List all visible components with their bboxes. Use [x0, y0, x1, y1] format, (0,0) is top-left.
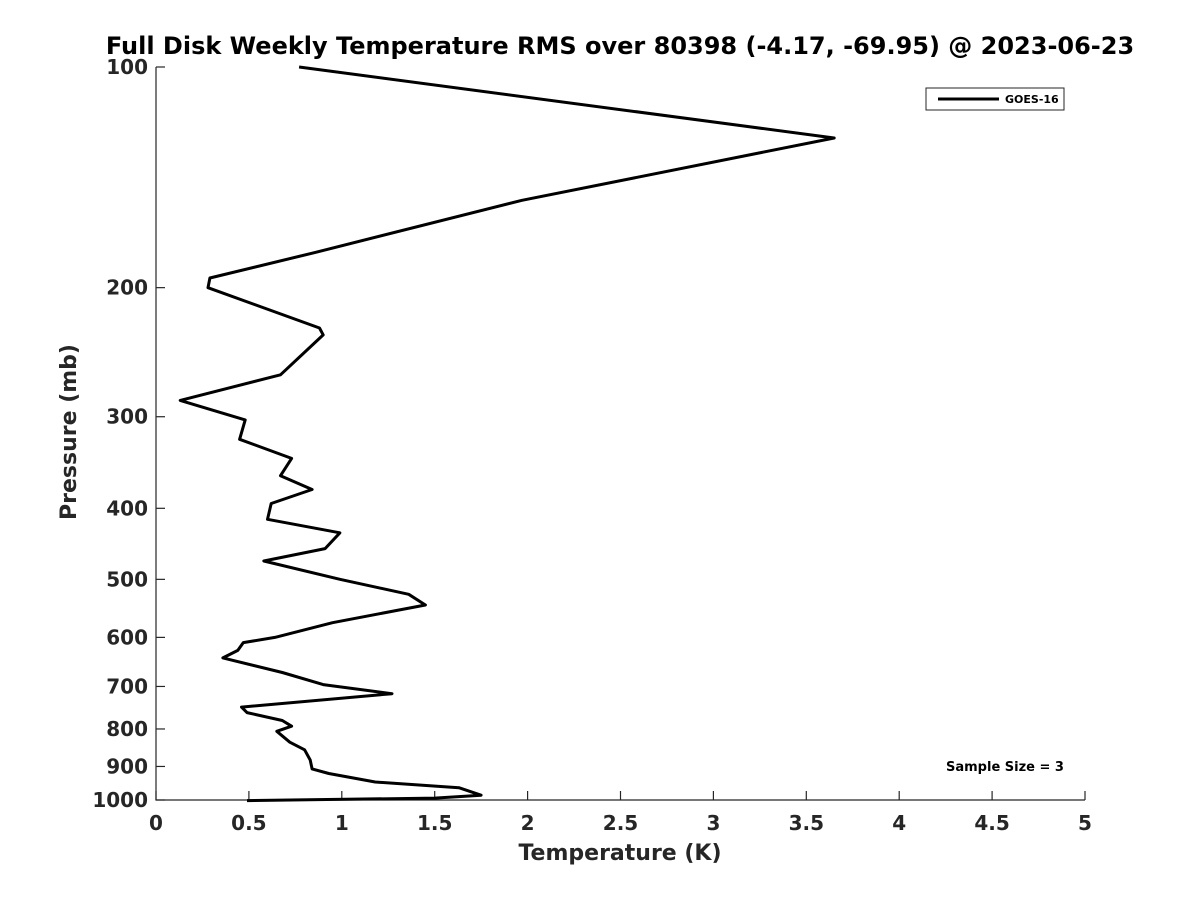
- y-tick-label: 500: [106, 567, 148, 591]
- y-tick-label: 200: [106, 276, 148, 300]
- x-tick-label: 2: [521, 811, 535, 835]
- x-tick-label: 1: [335, 811, 349, 835]
- x-axis-label: Temperature (K): [518, 841, 721, 866]
- y-axis: 100 200 300 400 500 600 700 800 900 1000: [92, 55, 165, 812]
- y-tick-label: 400: [106, 496, 148, 520]
- x-tick-label: 2.5: [603, 811, 638, 835]
- x-tick-label: 4: [892, 811, 906, 835]
- y-tick-label: 300: [106, 405, 148, 429]
- x-tick-label: 1.5: [417, 811, 452, 835]
- y-tick-label: 600: [106, 625, 148, 649]
- y-tick-label: 1000: [92, 788, 148, 812]
- x-tick-label: 3.5: [789, 811, 824, 835]
- y-tick-label: 800: [106, 717, 148, 741]
- y-tick-label: 100: [106, 55, 148, 79]
- x-tick-label: 3: [706, 811, 720, 835]
- plot-area: 0 0.5 1 1.5 2 2.5 3 3.5 4 4.5 5 100 200 300 400 500 600…: [92, 55, 1092, 835]
- series-line-goes-16: [178, 65, 836, 803]
- x-axis: 0 0.5 1 1.5 2 2.5 3 3.5 4 4.5 5: [149, 791, 1092, 835]
- chart-title: Full Disk Weekly Temperature RMS over 80…: [106, 32, 1134, 60]
- x-tick-label: 0: [149, 811, 163, 835]
- y-tick-label: 900: [106, 754, 148, 778]
- sample-size-annotation: Sample Size = 3: [946, 760, 1064, 775]
- x-tick-label: 5: [1078, 811, 1092, 835]
- y-tick-label: 700: [106, 674, 148, 698]
- y-axis-label: Pressure (mb): [57, 344, 82, 520]
- x-tick-label: 0.5: [231, 811, 266, 835]
- x-tick-label: 4.5: [974, 811, 1009, 835]
- legend: GOES-16: [925, 87, 1065, 111]
- legend-label-goes-16: GOES-16: [1005, 93, 1059, 106]
